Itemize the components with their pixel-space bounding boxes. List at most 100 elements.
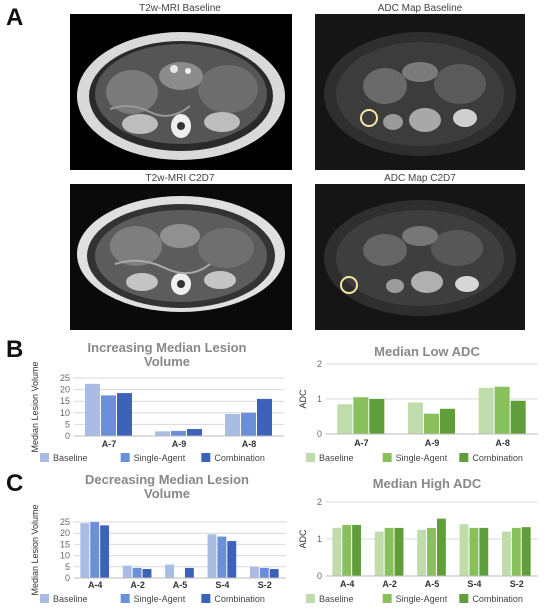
category-label: A-8 bbox=[242, 439, 257, 449]
image-title-t2w-baseline: T2w-MRI Baseline bbox=[139, 3, 221, 14]
panel-label-b: B bbox=[6, 336, 24, 363]
chart-title: Decreasing Median Lesion bbox=[85, 472, 249, 487]
legend-label: Single-Agent bbox=[396, 453, 448, 463]
legend-swatch bbox=[459, 594, 469, 603]
mri-t2w-baseline-image bbox=[70, 14, 292, 170]
legend-swatch bbox=[201, 594, 211, 603]
legend-label: Single-Agent bbox=[134, 594, 186, 604]
bar bbox=[269, 569, 279, 578]
bar bbox=[352, 524, 362, 576]
chart-title: Volume bbox=[144, 354, 190, 369]
bar bbox=[469, 527, 479, 576]
panel-label-c: C bbox=[6, 470, 24, 497]
bar bbox=[494, 386, 510, 434]
chart-title: Volume bbox=[144, 486, 190, 501]
bar bbox=[101, 395, 116, 436]
legend-label: Baseline bbox=[319, 594, 354, 604]
bar bbox=[184, 567, 194, 578]
chart-title: Median High ADC bbox=[373, 476, 482, 491]
image-title-t2w-c2d7: T2w-MRI C2D7 bbox=[145, 173, 215, 184]
y-tick-label: 0 bbox=[65, 431, 70, 441]
legend-swatch bbox=[120, 453, 130, 462]
category-label: A-9 bbox=[172, 439, 187, 449]
category-label: S-2 bbox=[510, 579, 524, 589]
y-tick-label: 15 bbox=[60, 539, 70, 549]
bar bbox=[132, 567, 142, 578]
bar bbox=[85, 383, 100, 436]
bar bbox=[427, 527, 436, 576]
bar bbox=[408, 402, 423, 434]
legend-label: Single-Agent bbox=[134, 453, 186, 463]
bar bbox=[332, 527, 342, 576]
bar bbox=[479, 527, 489, 576]
legend-swatch bbox=[382, 453, 392, 462]
legend-swatch bbox=[306, 594, 315, 603]
bar bbox=[207, 534, 217, 578]
y-tick-label: 2 bbox=[317, 359, 322, 369]
legend-label: Single-Agent bbox=[396, 594, 448, 604]
bar bbox=[417, 529, 427, 576]
y-tick-label: 0 bbox=[317, 429, 322, 439]
category-label: A-7 bbox=[102, 439, 117, 449]
chart-c-right-svg: Median High ADC 0 1 2 ADC A-4 A-2 A-5 S-4 S-2 Base… bbox=[298, 476, 538, 604]
bar bbox=[424, 413, 439, 434]
adc-map-c2d7-image bbox=[315, 184, 525, 330]
bar bbox=[142, 569, 152, 578]
y-tick-label: 0 bbox=[65, 573, 70, 583]
image-title-adc-baseline: ADC Map Baseline bbox=[377, 3, 463, 14]
bar bbox=[171, 430, 186, 436]
legend-swatch bbox=[120, 594, 130, 603]
y-tick-label: 1 bbox=[317, 394, 322, 404]
adc-map-baseline-image bbox=[315, 14, 525, 170]
bar bbox=[384, 527, 394, 576]
legend-swatch bbox=[201, 453, 211, 462]
legend-swatch bbox=[306, 453, 315, 462]
category-label: S-4 bbox=[215, 580, 229, 590]
bar bbox=[217, 536, 227, 578]
y-axis-label: ADC bbox=[298, 389, 308, 409]
legend-swatch bbox=[382, 594, 392, 603]
category-label: A-9 bbox=[425, 438, 440, 448]
legend-label: Combination bbox=[472, 594, 523, 604]
bar bbox=[501, 531, 511, 576]
chart-title: Increasing Median Lesion bbox=[88, 340, 247, 355]
bar bbox=[249, 566, 259, 578]
y-tick-label: 20 bbox=[60, 528, 70, 538]
y-tick-label: 10 bbox=[60, 408, 70, 418]
category-label: S-2 bbox=[258, 580, 272, 590]
bar bbox=[100, 525, 110, 578]
y-tick-label: 5 bbox=[65, 419, 70, 429]
bar bbox=[122, 565, 132, 578]
bar bbox=[90, 522, 100, 578]
bar bbox=[155, 431, 170, 436]
bar bbox=[165, 564, 175, 578]
y-axis-label: Median Lesion Volume bbox=[30, 504, 40, 595]
category-label: S-4 bbox=[467, 579, 481, 589]
y-tick-label: 5 bbox=[65, 562, 70, 572]
y-tick-label: 0 bbox=[317, 571, 322, 581]
legend-label: Combination bbox=[472, 453, 523, 463]
bar bbox=[187, 429, 202, 436]
legend-label: Baseline bbox=[53, 453, 88, 463]
bar bbox=[521, 527, 531, 576]
y-axis-label: ADC bbox=[298, 529, 308, 549]
chart-title: Median Low ADC bbox=[374, 344, 480, 359]
chart-increasing-median-lesion-volume: Increasing Median Lesion Volume 0 5 10 15 20 25… bbox=[28, 340, 290, 468]
legend-swatch bbox=[40, 453, 49, 462]
bar bbox=[440, 408, 455, 434]
legend-label: Combination bbox=[214, 453, 265, 463]
bar bbox=[241, 412, 256, 436]
image-title-adc-c2d7: ADC Map C2D7 bbox=[384, 173, 456, 184]
legend-label: Combination bbox=[214, 594, 265, 604]
bar bbox=[225, 413, 240, 436]
bar bbox=[459, 524, 469, 576]
category-label: A-2 bbox=[382, 579, 397, 589]
bar bbox=[117, 393, 132, 436]
bar bbox=[353, 397, 369, 434]
chart-median-high-adc: Median High ADC 0 1 2 ADC A-4 A-2 A-5 S-4 S-2 Base… bbox=[294, 472, 544, 608]
legend-swatch bbox=[40, 594, 49, 603]
chart-median-low-adc: Median Low ADC 0 1 2 ADC A-7 A-9 A-8 Baseline Sin… bbox=[294, 340, 544, 468]
y-tick-label: 10 bbox=[60, 551, 70, 561]
bar bbox=[394, 527, 404, 576]
